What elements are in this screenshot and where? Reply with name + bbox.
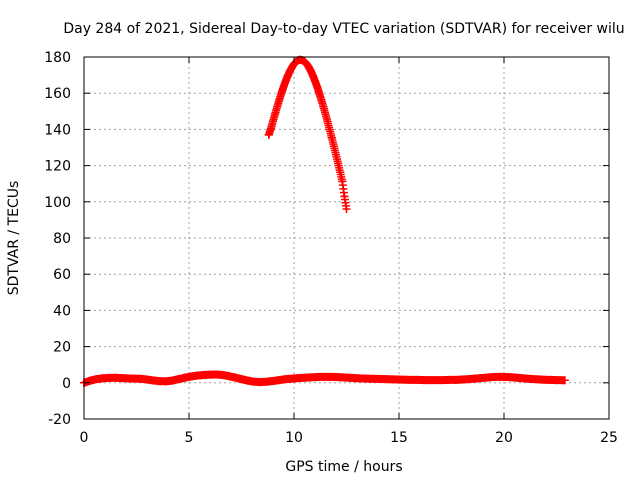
y-tick-label: 80	[53, 231, 71, 247]
series-2	[264, 55, 351, 214]
y-tick-label: 160	[44, 86, 71, 102]
y-tick-label: 0	[62, 376, 71, 392]
series-1	[80, 370, 569, 387]
data-point-trail	[264, 55, 350, 210]
y-tick-label: 140	[44, 122, 71, 138]
x-tick-label: 0	[80, 430, 89, 446]
chart-title: Day 284 of 2021, Sidereal Day-to-day VTE…	[63, 21, 624, 37]
x-axis-title: GPS time / hours	[285, 459, 402, 475]
y-tick-label: 20	[53, 340, 71, 356]
y-tick-label: 60	[53, 267, 71, 283]
data-series	[80, 55, 569, 387]
grid-lines	[84, 57, 609, 419]
data-point-trail	[80, 370, 569, 387]
x-tick-label: 25	[600, 430, 618, 446]
y-tick-label: 120	[44, 159, 71, 175]
axis-ticks: 0 5 10 15 20 25 -20 0 20 40 60 80 100 120 140 160 180	[44, 50, 618, 446]
x-tick-label: 15	[390, 430, 408, 446]
x-tick-label: 20	[495, 430, 513, 446]
y-axis-title: SDTVAR / TECUs	[6, 181, 22, 296]
y-tick-label: 40	[53, 303, 71, 319]
x-tick-label: 5	[185, 430, 194, 446]
y-tick-label: 100	[44, 195, 71, 211]
y-tick-label: -20	[48, 412, 71, 428]
x-tick-label: 10	[285, 430, 303, 446]
y-tick-label: 180	[44, 50, 71, 66]
